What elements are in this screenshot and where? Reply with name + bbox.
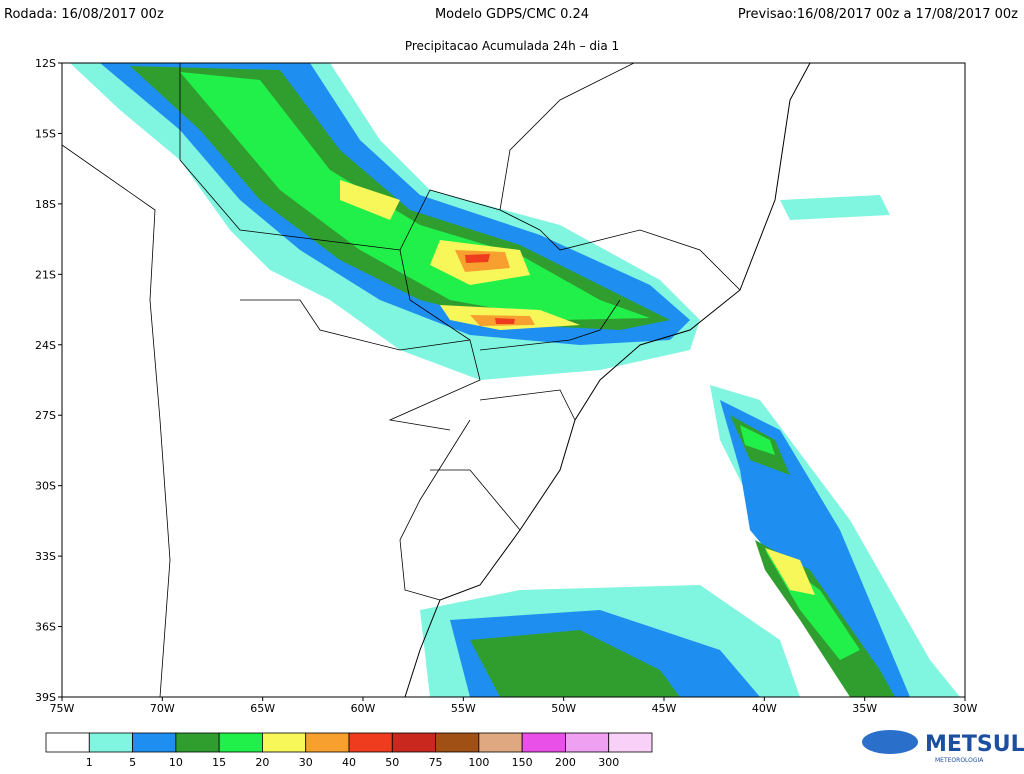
colorbar-label: 10 <box>169 756 183 769</box>
lon-label: 35W <box>852 702 877 715</box>
colorbar-label: 1 <box>86 756 93 769</box>
colorbar-box <box>218 732 263 753</box>
run-date: Rodada: 16/08/2017 00z <box>4 7 164 22</box>
lat-label: 12S <box>35 57 56 70</box>
lat-label: 18S <box>35 198 56 211</box>
precip-ocean-10 <box>450 400 910 697</box>
subtitle: Precipitacao Acumulada 24h – dia 1 <box>405 39 619 53</box>
map-area <box>62 63 960 697</box>
precip-ocean-15 <box>470 415 895 697</box>
lon-label: 60W <box>351 702 376 715</box>
colorbar-box <box>608 732 653 753</box>
precip-ocean-20 <box>740 425 860 660</box>
lon-label: 40W <box>752 702 777 715</box>
lat-label: 33S <box>35 550 56 563</box>
precip-50 <box>465 254 515 324</box>
colorbar-label: 300 <box>598 756 619 769</box>
model-name: Modelo GDPS/CMC 0.24 <box>435 7 589 22</box>
colorbar-box <box>262 732 307 753</box>
precip-ocean-30 <box>765 548 815 595</box>
logo: METSUL METEOROLOGIA <box>862 730 1024 764</box>
colorbar-box <box>88 732 133 753</box>
coastline <box>404 63 811 697</box>
colorbar-box <box>132 732 177 753</box>
lon-label: 45W <box>652 702 677 715</box>
lat-label: 39S <box>35 691 56 704</box>
lat-label: 36S <box>35 621 56 634</box>
colorbar-label: 100 <box>468 756 489 769</box>
colorbar-box <box>435 732 480 753</box>
lon-label: 50W <box>551 702 576 715</box>
lon-label: 55W <box>451 702 476 715</box>
lon-label: 70W <box>150 702 175 715</box>
colorbar-label: 75 <box>429 756 443 769</box>
colorbar-box <box>391 732 436 753</box>
colorbar-label: 50 <box>385 756 399 769</box>
lat-label: 24S <box>35 339 56 352</box>
precip-20 <box>180 72 650 320</box>
colorbar-box <box>45 732 90 753</box>
colorbar-label: 15 <box>212 756 226 769</box>
lon-label: 65W <box>250 702 275 715</box>
lat-label: 27S <box>35 409 56 422</box>
map-frame <box>61 62 966 698</box>
colorbar-label: 30 <box>299 756 313 769</box>
lat-label: 15S <box>35 127 56 140</box>
colorbar-label: 5 <box>129 756 136 769</box>
lon-label: 30W <box>953 702 978 715</box>
precip-40 <box>455 250 535 326</box>
colorbar-label: 200 <box>555 756 576 769</box>
colorbar-label: 150 <box>512 756 533 769</box>
colorbar-box <box>478 732 523 753</box>
logo-globe <box>862 730 918 754</box>
forecast-period: Previsao:16/08/2017 00z a 17/08/2017 00z <box>738 7 1018 22</box>
lat-label: 21S <box>35 268 56 281</box>
lat-label: 30S <box>35 480 56 493</box>
colorbar: 1 5 10 15 20 30 40 50 75 100 150 200 300 <box>45 732 653 769</box>
colorbar-box <box>305 732 350 753</box>
lon-label: 75W <box>50 702 75 715</box>
colorbar-box <box>348 732 393 753</box>
colorbar-box <box>175 732 220 753</box>
logo-tagline: METEOROLOGIA <box>935 757 984 764</box>
colorbar-label: 20 <box>255 756 269 769</box>
logo-name: METSUL <box>925 732 1024 757</box>
colorbar-box <box>565 732 610 753</box>
borders <box>62 63 741 697</box>
colorbar-box <box>521 732 566 753</box>
colorbar-label: 40 <box>342 756 356 769</box>
